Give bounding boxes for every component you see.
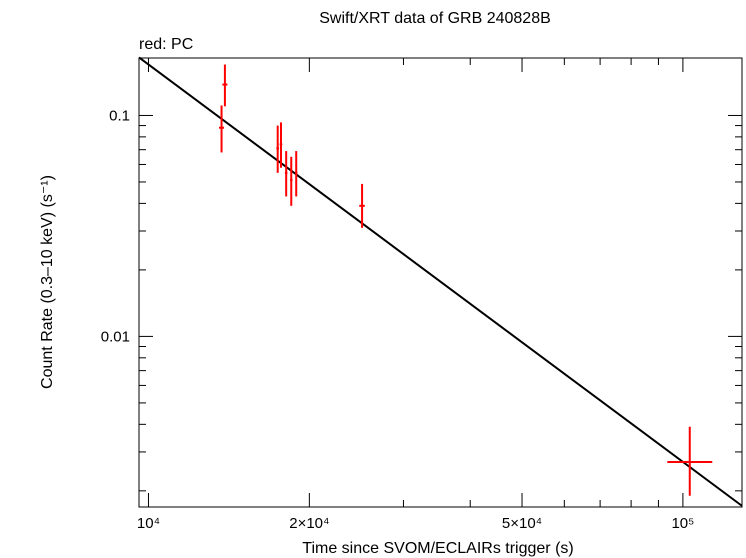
chart-subtitle: red: PC [139,36,193,53]
y-axis-label: Count Rate (0.3–10 keV) (s⁻¹) [39,175,56,389]
x-axis-ticks: 10⁴ 2×10⁴ 5×10⁴ 10⁵ [137,58,694,532]
data-point [294,151,298,197]
x-tick-label: 5×10⁴ [502,515,542,532]
data-point [222,64,228,107]
data-point [276,125,280,173]
model-fit-line [138,56,743,507]
y-tick-label: 0.1 [109,107,130,124]
x-tick-label: 2×10⁴ [289,515,329,532]
x-axis-label: Time since SVOM/ECLAIRs trigger (s) [302,540,573,557]
x-tick-label: 10⁴ [137,515,160,532]
data-point [218,105,225,153]
data-point [667,426,713,496]
plot-frame [138,57,743,508]
y-axis-ticks: 0.1 0.01 [101,107,742,492]
x-tick-label: 10⁵ [671,515,694,532]
chart-title: Swift/XRT data of GRB 240828B [319,10,551,27]
y-tick-label: 0.01 [101,328,130,345]
data-point [359,183,365,228]
data-point [279,122,283,168]
data-point [284,151,288,197]
data-points-layer [218,64,713,496]
model-layer [138,56,743,507]
data-point [289,156,293,206]
